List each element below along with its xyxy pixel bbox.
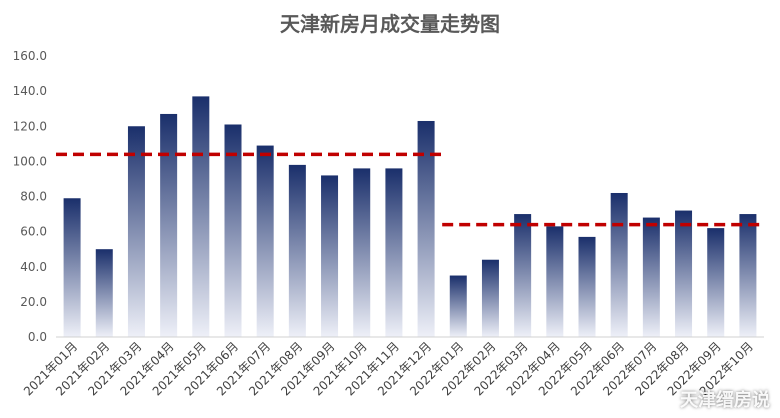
bar: [127, 126, 145, 337]
bar: [514, 214, 532, 337]
y-tick-label: 0.0: [28, 330, 47, 344]
bar: [707, 228, 725, 337]
bar-series: [63, 96, 757, 338]
y-axis-ticks: 0.0 20.0 40.0 60.0 80.0 100.0 120.0 140.0 160.0: [13, 49, 47, 344]
chart-title: 天津新房月成交量走势图: [280, 12, 500, 36]
bar: [385, 168, 403, 337]
y-tick-label: 60.0: [20, 225, 47, 239]
bar: [321, 175, 339, 337]
bar: [63, 198, 81, 337]
bar: [642, 217, 660, 337]
y-tick-label: 20.0: [20, 295, 47, 309]
y-tick-label: 120.0: [13, 119, 47, 133]
bar: [449, 275, 467, 337]
bar: [256, 145, 274, 337]
y-tick-label: 40.0: [20, 260, 47, 274]
y-tick-label: 80.0: [20, 190, 47, 204]
bar: [610, 192, 628, 337]
bar: [95, 249, 113, 337]
y-tick-label: 160.0: [13, 49, 47, 63]
bar: [224, 124, 242, 338]
average-lines: [56, 152, 764, 227]
watermark-text: 天津缙房说: [680, 390, 770, 411]
bar: [288, 164, 306, 337]
bar: [353, 168, 371, 337]
bar: [578, 236, 596, 337]
bar: [417, 120, 435, 337]
bar: [739, 214, 757, 337]
bar: [481, 259, 499, 337]
x-axis-ticks: 2021年01月2021年02月2021年03月2021年04月2021年05月…: [21, 339, 756, 398]
bar: [160, 113, 178, 337]
y-tick-label: 100.0: [13, 154, 47, 168]
bar: [675, 210, 693, 337]
y-tick-label: 140.0: [13, 84, 47, 98]
bar: [546, 226, 564, 337]
bar: [192, 96, 210, 337]
